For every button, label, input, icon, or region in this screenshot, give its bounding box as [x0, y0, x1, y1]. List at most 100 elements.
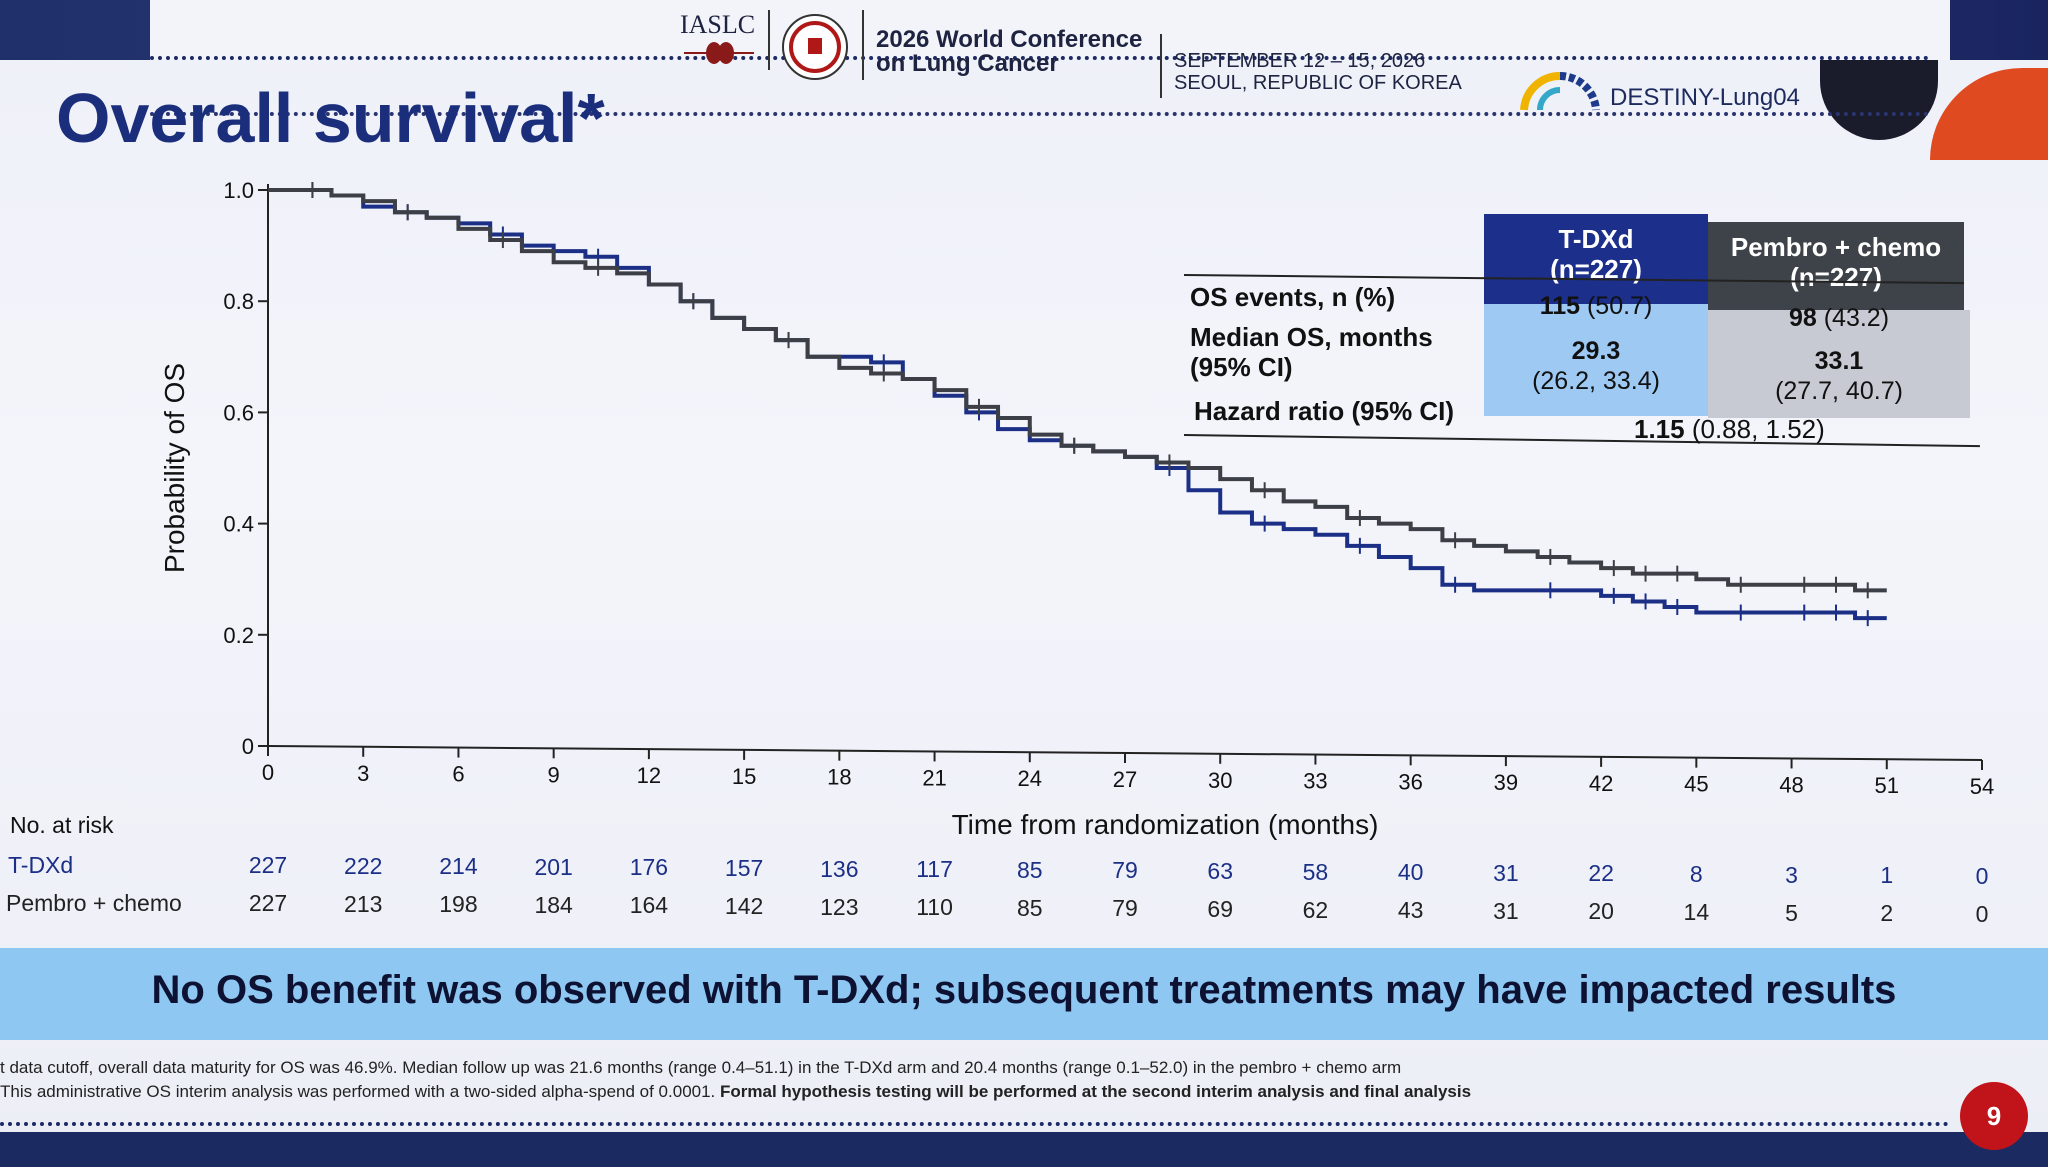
x-tick-label: 30: [1208, 768, 1232, 793]
at-risk-value: 222: [344, 852, 383, 879]
at-risk-value: 62: [1302, 896, 1329, 923]
y-tick-label: 0.6: [223, 400, 254, 425]
hr-label: Hazard ratio (95% CI): [1194, 396, 1455, 426]
at-risk-value: 136: [820, 855, 859, 882]
y-tick-label: 0.2: [223, 623, 254, 648]
pembro-header-name: Pembro + chemo: [1730, 232, 1942, 262]
x-tick-label: 51: [1875, 773, 1899, 798]
at-risk-value: 31: [1493, 897, 1519, 924]
y-tick-label: 1.0: [223, 178, 254, 203]
pembro-os-events-value: 98: [1788, 304, 1817, 332]
hr-ci: (0.88, 1.52): [1684, 414, 1825, 444]
x-tick-label: 21: [922, 765, 946, 790]
header-divider: [1160, 34, 1162, 98]
header-divider: [862, 10, 864, 80]
x-tick-label: 3: [357, 761, 369, 786]
row-label-os-events: OS events, n (%): [1190, 282, 1396, 312]
at-risk-value: 184: [534, 891, 573, 918]
at-risk-value: 79: [1112, 857, 1138, 884]
x-tick-label: 12: [637, 763, 661, 788]
footnote-2-bold: Formal hypothesis testing will be perfor…: [720, 1082, 1472, 1101]
at-risk-value: 2: [1880, 900, 1894, 927]
km-chart: 00.20.40.60.81.00 3 6 9 12 15 18 21 24 27 30 33 36 39…: [159, 178, 1994, 840]
bottom-dotted-rule: [0, 1122, 1950, 1126]
tdxd-median-os: 29.3 (26.2, 33.4): [1484, 336, 1708, 396]
x-tick-label: 24: [1018, 766, 1042, 791]
at-risk-value: 110: [916, 894, 953, 921]
x-tick-label: 9: [548, 762, 560, 787]
tdxd-os-events-value: 115: [1539, 292, 1581, 320]
at-risk-value: 3: [1785, 861, 1798, 888]
pembro-median-os: 33.1 (27.7, 40.7): [1708, 346, 1970, 406]
footnote-2: This administrative OS interim analysis …: [0, 1082, 1471, 1102]
at-risk-value: 5: [1785, 899, 1798, 926]
lungs-icon: [684, 42, 754, 64]
km-curve-pembro: [268, 188, 1887, 593]
x-tick-label: 15: [732, 764, 756, 789]
x-tick-label: 33: [1303, 769, 1327, 794]
at-risk-value: 0: [1975, 862, 1989, 889]
at-risk-value: 31: [1493, 859, 1519, 886]
at-risk-value: 20: [1588, 898, 1614, 925]
pembro-os-events-pct: (43.2): [1816, 304, 1890, 332]
median-os-ci-label: (95% CI): [1190, 352, 1293, 382]
conference-line-2: on Lung Cancer: [876, 50, 1059, 77]
at-risk-value: 1: [1880, 862, 1894, 889]
footnote-2-plain: This administrative OS interim analysis …: [0, 1082, 721, 1101]
tdxd-os-events-pct: (50.7): [1580, 292, 1653, 320]
at-risk-value: 85: [1016, 856, 1043, 883]
tdxd-body-cell: [1484, 304, 1708, 416]
at-risk-value: 123: [820, 893, 859, 920]
y-tick-label: 0.8: [223, 289, 254, 314]
x-tick-label: 36: [1398, 769, 1422, 794]
at-risk-value: 213: [344, 890, 383, 917]
at-risk-value: 117: [916, 856, 953, 883]
at-risk-value: 43: [1397, 897, 1424, 924]
at-risk-value: 164: [629, 892, 669, 919]
at-risk-value: 201: [534, 853, 573, 880]
at-risk-value: 176: [629, 854, 669, 881]
at-risk-value: 198: [439, 891, 478, 918]
at-risk-value: 58: [1302, 858, 1329, 885]
pembro-body-cell: [1708, 310, 1970, 418]
x-tick-label: 27: [1113, 767, 1137, 792]
row-label-median-os: Median OS, months (95% CI): [1190, 322, 1433, 382]
conference-line-1: 2026 World Conference: [876, 26, 1143, 53]
pembro-header-n: (n=227): [1790, 262, 1882, 292]
x-tick-label: 48: [1779, 772, 1803, 797]
pembro-median-ci: (27.7, 40.7): [1775, 377, 1903, 405]
at-risk-value: 214: [439, 853, 478, 880]
y-axis-label: Probability of OS: [159, 363, 190, 573]
conference-dates: SEPTEMBER 12 – 15, 2026 SEOUL, REPUBLIC …: [1174, 50, 1462, 94]
header-panel: [150, 0, 1950, 60]
x-tick-label: 42: [1589, 771, 1613, 796]
conference-name: 2026 World Conference on Lung Cancer: [876, 28, 1142, 76]
pembro-os-events: 98 (43.2): [1708, 304, 1970, 333]
x-axis-label: Time from randomization (months): [952, 809, 1379, 840]
at-risk-value: 85: [1016, 894, 1043, 921]
pembro-median-value: 33.1: [1814, 347, 1864, 375]
at-risk-value: 14: [1683, 899, 1710, 925]
conference-seal-icon: [782, 14, 848, 80]
y-tick-label: 0: [242, 734, 254, 759]
at-risk-value: 8: [1689, 861, 1703, 887]
conclusion-text: No OS benefit was observed with T-DXd; s…: [151, 968, 1897, 1012]
at-risk-value: 63: [1207, 858, 1234, 884]
x-tick-label: 18: [827, 765, 851, 790]
median-os-label: Median OS, months: [1190, 322, 1433, 352]
tdxd-header-name: T-DXd: [1558, 224, 1634, 254]
at-risk-label-tdxd: T-DXd: [8, 852, 74, 878]
bottom-bar: [0, 1132, 2048, 1167]
tdxd-median-ci: (26.2, 33.4): [1532, 367, 1660, 395]
at-risk-value: 157: [724, 855, 764, 881]
brand-name: DESTINY-Lung04: [1610, 84, 1800, 111]
hr-value: 1.15 (0.88, 1.52): [1634, 414, 1825, 445]
at-risk-value: 69: [1207, 896, 1234, 922]
km-curve-tdxd: [268, 188, 1887, 621]
at-risk-value: 227: [248, 890, 288, 916]
hr-point-estimate: 1.15: [1634, 414, 1685, 444]
tdxd-os-events: 115 (50.7): [1484, 292, 1708, 321]
location-line: SEOUL, REPUBLIC OF KOREA: [1174, 72, 1462, 94]
iaslc-logo-text: IASLC: [680, 10, 756, 39]
